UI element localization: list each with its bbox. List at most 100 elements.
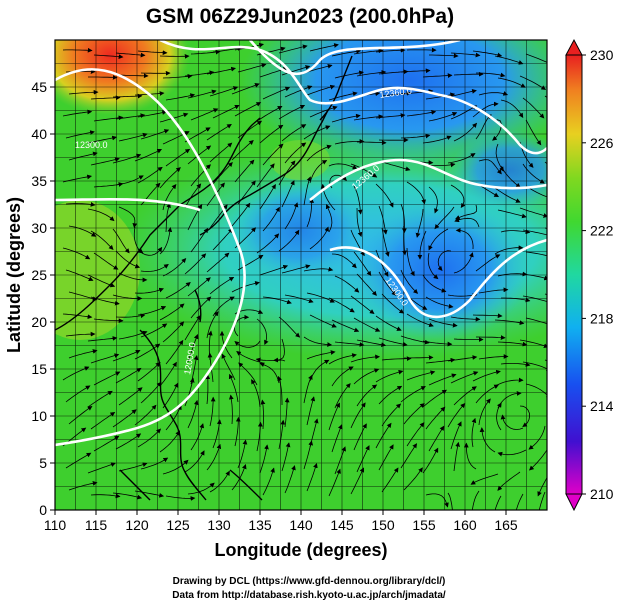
streamline (375, 369, 404, 383)
streamline (262, 467, 275, 496)
streamline (447, 492, 453, 510)
streamline (425, 406, 446, 430)
streamline (187, 145, 212, 165)
streamline (529, 448, 547, 471)
streamline (522, 295, 547, 304)
streamline (205, 374, 211, 405)
streamline (447, 355, 478, 362)
streamline (334, 139, 365, 145)
streamline (378, 271, 397, 296)
streamline (165, 93, 196, 101)
streamline (494, 495, 502, 510)
streamline (90, 230, 114, 250)
streamline (400, 68, 431, 74)
y-tick-label: 0 (39, 502, 47, 518)
streamline (447, 89, 477, 98)
streamline (381, 90, 412, 97)
plot-title: GSM 06Z29Jun2023 (200.0hPa) (146, 5, 454, 28)
streamline (262, 143, 284, 166)
streamline (209, 277, 235, 295)
streamline (237, 254, 264, 271)
streamline (115, 313, 146, 319)
streamline (306, 396, 316, 426)
streamline (212, 162, 233, 185)
streamline (425, 493, 449, 508)
streamline (427, 252, 439, 280)
streamline (331, 49, 362, 57)
streamline (228, 373, 239, 403)
streamline (406, 313, 434, 328)
streamline (471, 417, 477, 448)
colorbar-label: 226 (590, 135, 614, 151)
streamline (93, 371, 121, 386)
streamline (190, 423, 205, 451)
streamline (262, 296, 292, 305)
streamline (134, 287, 164, 294)
streamline (528, 425, 546, 450)
streamline (165, 495, 196, 501)
streamline (118, 132, 148, 142)
streamline (525, 53, 547, 63)
streamline (237, 63, 267, 73)
streamline (112, 409, 137, 428)
streamline (93, 435, 120, 452)
streamline (454, 204, 478, 220)
streamline (140, 381, 162, 404)
streamline (303, 266, 334, 272)
streamline (159, 167, 181, 189)
streamline (334, 275, 360, 293)
streamline (537, 476, 547, 497)
streamline (381, 161, 411, 172)
streamline (495, 143, 504, 172)
streamline (112, 153, 142, 164)
streamline (309, 314, 337, 328)
streamline (309, 160, 328, 184)
streamline (88, 74, 118, 80)
streamline (494, 377, 524, 387)
streamline (453, 386, 477, 406)
streamline (184, 183, 202, 209)
streamline (381, 467, 399, 493)
streamline (62, 247, 91, 260)
streamline (303, 176, 312, 206)
streamline (422, 340, 453, 347)
streamline (494, 187, 521, 203)
colorbar-label: 214 (590, 398, 614, 414)
streamline (331, 253, 357, 269)
streamline (356, 207, 363, 238)
streamline (281, 442, 291, 472)
streamline (140, 129, 170, 140)
streamline (162, 459, 189, 475)
streamline (428, 186, 439, 214)
streamline (68, 89, 99, 95)
streamline (68, 225, 97, 237)
streamline (184, 70, 215, 77)
streamline (453, 122, 478, 142)
streamline (378, 444, 394, 471)
streamline (551, 404, 558, 432)
streamline (450, 371, 479, 384)
streamline (429, 53, 459, 59)
x-tick-label: 120 (125, 517, 149, 533)
streamline (350, 354, 380, 363)
streamline (137, 50, 168, 56)
height-contours (55, 40, 547, 447)
streamline (406, 247, 415, 277)
streamline (278, 229, 300, 252)
cold-region-far-east (450, 130, 547, 210)
streamline (522, 361, 547, 371)
streamline (450, 52, 481, 58)
streamline (522, 163, 545, 184)
streamline (165, 404, 182, 431)
streamline (525, 317, 547, 325)
streamline (375, 183, 394, 208)
streamline (190, 164, 211, 187)
streamline (259, 184, 276, 210)
streamline (425, 92, 456, 100)
streamline (525, 383, 547, 400)
streamline (162, 74, 193, 79)
streamlines (62, 42, 558, 510)
streamline (400, 269, 419, 294)
credit-line-1: Drawing by DCL (https://www.gfd-dennou.o… (173, 576, 446, 587)
streamline (476, 72, 506, 78)
